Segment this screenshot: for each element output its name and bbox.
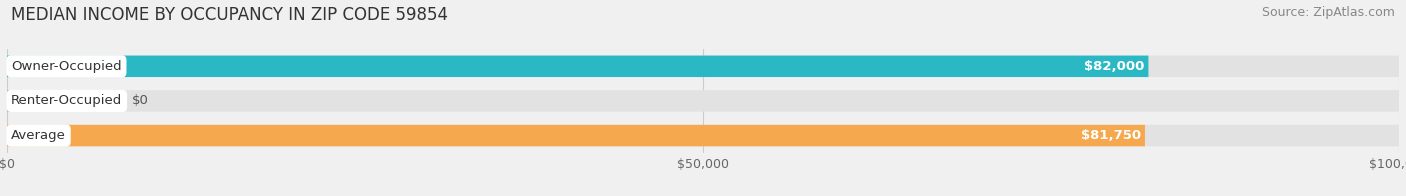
FancyBboxPatch shape	[7, 125, 1399, 146]
Text: Renter-Occupied: Renter-Occupied	[11, 94, 122, 107]
Text: Average: Average	[11, 129, 66, 142]
FancyBboxPatch shape	[7, 125, 1144, 146]
FancyBboxPatch shape	[7, 90, 1399, 112]
Text: $82,000: $82,000	[1084, 60, 1144, 73]
Text: Source: ZipAtlas.com: Source: ZipAtlas.com	[1261, 6, 1395, 19]
Text: Owner-Occupied: Owner-Occupied	[11, 60, 122, 73]
Text: MEDIAN INCOME BY OCCUPANCY IN ZIP CODE 59854: MEDIAN INCOME BY OCCUPANCY IN ZIP CODE 5…	[11, 6, 449, 24]
FancyBboxPatch shape	[7, 90, 118, 112]
Text: $0: $0	[132, 94, 149, 107]
FancyBboxPatch shape	[7, 56, 1149, 77]
Text: $81,750: $81,750	[1081, 129, 1140, 142]
FancyBboxPatch shape	[7, 56, 1399, 77]
